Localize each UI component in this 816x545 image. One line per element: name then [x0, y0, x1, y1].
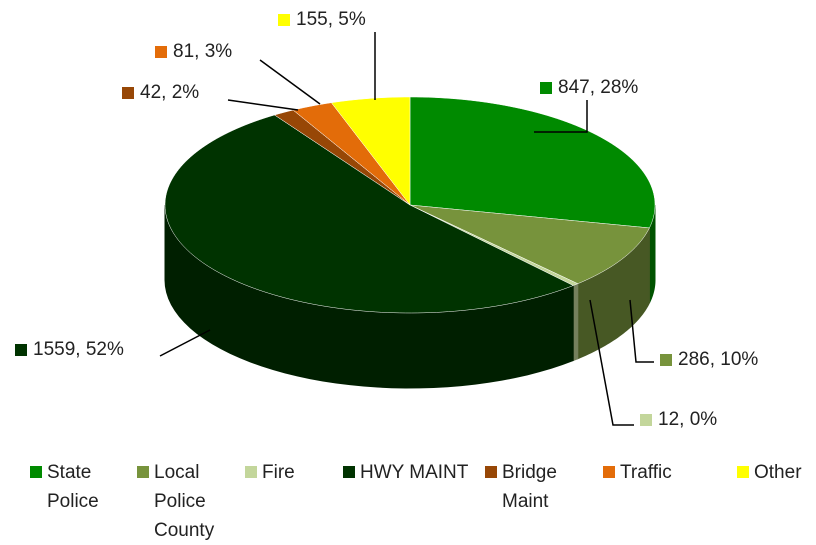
data-label: 847, 28% [558, 77, 638, 98]
legend-item: Bridge Maint [485, 458, 585, 516]
label-swatch [660, 354, 672, 366]
legend-swatch [343, 466, 355, 478]
label-swatch [122, 87, 134, 99]
legend-label: Traffic [620, 462, 672, 483]
legend-swatch [137, 466, 149, 478]
legend-swatch [485, 466, 497, 478]
legend-label: HWY MAINT [360, 462, 469, 483]
leader-line [629, 299, 654, 363]
legend-swatch [737, 466, 749, 478]
slice-side [572, 282, 579, 362]
label-swatch [15, 344, 27, 356]
legend-item: HWY MAINT [343, 458, 483, 487]
legend-item: Local Police County [137, 458, 227, 545]
legend-swatch [245, 466, 257, 478]
legend-item: Fire [245, 458, 325, 487]
legend-label: Local Police County [154, 462, 215, 541]
legend-label: Other [754, 462, 802, 483]
legend-swatch [30, 466, 42, 478]
data-label: 12, 0% [658, 409, 717, 430]
legend: State Police Local Police County Fire HWY M… [0, 458, 816, 541]
data-label: 155, 5% [296, 9, 366, 30]
legend-item: State Police [30, 458, 110, 516]
data-label: 286, 10% [678, 349, 758, 370]
label-swatch [540, 82, 552, 94]
chart: 847, 28% 286, 10% 12, 0% 1559, 52% 42, 2% 81,… [15, 9, 758, 430]
leader-line [227, 99, 299, 111]
leader-line [589, 299, 634, 426]
data-label: 1559, 52% [33, 339, 124, 360]
slice [409, 204, 650, 284]
data-label: 81, 3% [173, 41, 232, 62]
legend-label: Fire [262, 462, 295, 483]
legend-label: Bridge Maint [502, 462, 557, 512]
legend-swatch [603, 466, 615, 478]
label-swatch [640, 414, 652, 426]
slice [164, 114, 574, 314]
leader-line [534, 100, 588, 133]
data-label: 42, 2% [140, 82, 199, 103]
leader-line [159, 329, 211, 357]
legend-item: Other [737, 458, 816, 487]
label-swatch [278, 14, 290, 26]
slice [409, 96, 656, 229]
legend-label: State Police [47, 462, 99, 512]
slice [330, 96, 411, 206]
label-swatch [155, 46, 167, 58]
leader-line [259, 59, 321, 105]
legend-item: Traffic [603, 458, 713, 487]
